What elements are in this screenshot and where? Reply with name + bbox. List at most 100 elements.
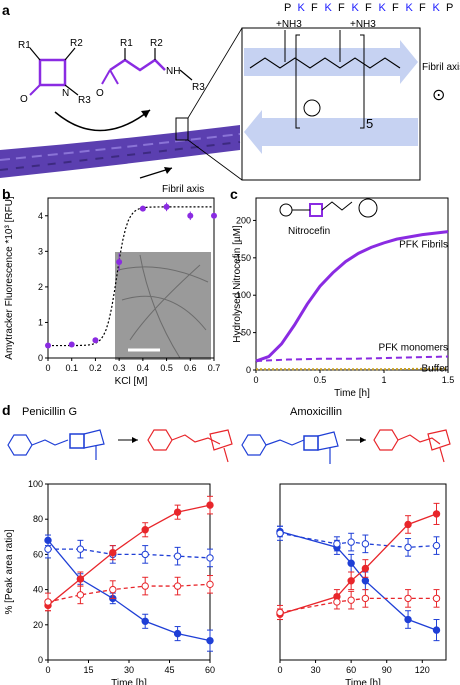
fibril-axis-label: Fibril axis	[162, 184, 204, 195]
residue-12: P	[446, 2, 454, 14]
data-point	[276, 608, 284, 617]
x-tick-label: 1	[381, 375, 386, 385]
x-tick-label: 0	[45, 363, 50, 373]
y-tick-label: 0	[38, 353, 43, 363]
amoxicillin-structure	[241, 431, 339, 464]
data-point	[432, 626, 441, 634]
series-label-1: PFK monomers	[379, 343, 448, 354]
data-point	[173, 582, 182, 590]
data-point	[173, 508, 182, 516]
amoxicillin-title: Amoxicillin	[290, 406, 342, 418]
data-point	[163, 203, 170, 210]
penicilloic-acid-structure	[147, 429, 233, 463]
chart-b: 0 0.1 0.2 0.3 0.4 0.5 0.6 0.7 0 1 2 3 4 KCl [M] Amytra…	[4, 196, 220, 387]
x-axis-label: Time [h]	[334, 388, 370, 399]
panel-b-letter: b	[2, 186, 11, 202]
series-line-3	[279, 597, 437, 614]
data-point	[45, 342, 51, 349]
series-line-3	[47, 583, 211, 603]
y-tick-label: 0	[38, 655, 43, 665]
r3-label: R3	[78, 95, 91, 106]
data-point	[141, 550, 149, 559]
data-point	[432, 541, 441, 550]
panel-a-schematic: R1 R2 O N R3 R1 R2 O NH R3 Fibril axis +…	[0, 19, 460, 195]
x-axis-label: Time [h]	[111, 678, 147, 685]
y-tick-label: 40	[33, 585, 43, 595]
nh3-label-2: +NH3	[350, 19, 376, 30]
product-r2-label: R2	[150, 38, 163, 49]
x-tick-label: 0.4	[137, 363, 150, 373]
x-axis-label: Time [h]	[345, 678, 381, 685]
x-tick-label: 60	[205, 665, 215, 675]
series-line-0	[47, 539, 211, 642]
x-tick-label: 0	[45, 665, 50, 675]
series-line-0	[255, 230, 449, 363]
data-point	[173, 629, 182, 638]
x-tick-label: 30	[311, 665, 321, 675]
data-point	[141, 582, 149, 590]
penicillin-g-title: Penicillin G	[22, 406, 78, 418]
series-line-1	[255, 355, 449, 363]
panel-c-letter: c	[230, 186, 238, 202]
plot-frame	[47, 197, 215, 359]
residue-8: F	[392, 2, 399, 14]
y-axis-label: Hydrolysed Nitrocefin [µM]	[232, 225, 243, 343]
data-point	[276, 529, 284, 537]
data-point	[211, 212, 217, 219]
chart-c: Nitrocefin 0 0.5 1 1.5 0 50 100 150 200 Time [h] H…	[232, 197, 454, 399]
chart-d2: 0 30 60 90 120 Time [h]	[276, 483, 447, 685]
repeat-count: 5	[366, 116, 373, 131]
axis-symbol: ⊙	[432, 87, 445, 104]
x-axis-label: KCl [M]	[115, 376, 148, 387]
y-tick-label: 0	[246, 365, 251, 375]
hydrolysed-product-structure	[101, 48, 193, 85]
residue-1: K	[297, 2, 305, 14]
residue-11: K	[432, 2, 440, 14]
plot-frame	[279, 483, 447, 661]
x-tick-label: 0.3	[113, 363, 126, 373]
panel-d-structures	[7, 429, 451, 464]
x-tick-label: 0.5	[314, 375, 327, 385]
x-tick-label: 0.2	[89, 363, 102, 373]
data-point	[206, 554, 214, 562]
panel-a-letter: a	[2, 2, 10, 18]
r1-label: R1	[18, 40, 31, 51]
data-point	[404, 543, 412, 552]
residue-5: K	[351, 2, 359, 14]
data-point	[68, 341, 75, 348]
fibril-rope	[0, 125, 241, 178]
r2-label: R2	[70, 38, 83, 49]
nh3-label-1: +NH3	[276, 19, 302, 30]
y-tick-label: 4	[38, 211, 43, 221]
y-tick-label: 1	[38, 317, 43, 327]
fibril-axis-side-label: Fibril axis	[422, 62, 460, 73]
nh-label: NH	[166, 66, 180, 77]
residue-9: K	[405, 2, 413, 14]
data-point	[76, 591, 85, 599]
data-point	[206, 501, 214, 509]
series-line-0	[279, 530, 437, 631]
residue-4: F	[338, 2, 345, 14]
data-point	[432, 510, 441, 518]
data-point	[44, 598, 52, 606]
residue-2: F	[311, 2, 318, 14]
data-point	[187, 212, 194, 219]
series-label-2: Buffer	[422, 364, 449, 375]
y-tick-label: 2	[38, 282, 43, 292]
product-o-label: O	[96, 88, 104, 99]
product-r3-label: R3	[192, 82, 205, 93]
data-point	[76, 545, 85, 553]
y-tick-label: 50	[241, 328, 251, 338]
x-tick-label: 60	[346, 665, 356, 675]
data-point	[109, 585, 117, 594]
y-axis-label: Amytracker Fluorescence *10³ [RFU]	[4, 196, 15, 360]
data-point	[361, 540, 370, 548]
y-tick-label: 100	[236, 290, 251, 300]
residue-7: K	[378, 2, 386, 14]
amoxicilloic-acid-structure	[373, 429, 451, 463]
data-point	[141, 617, 149, 625]
o-label: O	[20, 94, 28, 105]
data-point	[404, 520, 412, 529]
data-point	[92, 337, 99, 344]
data-point	[347, 538, 355, 546]
